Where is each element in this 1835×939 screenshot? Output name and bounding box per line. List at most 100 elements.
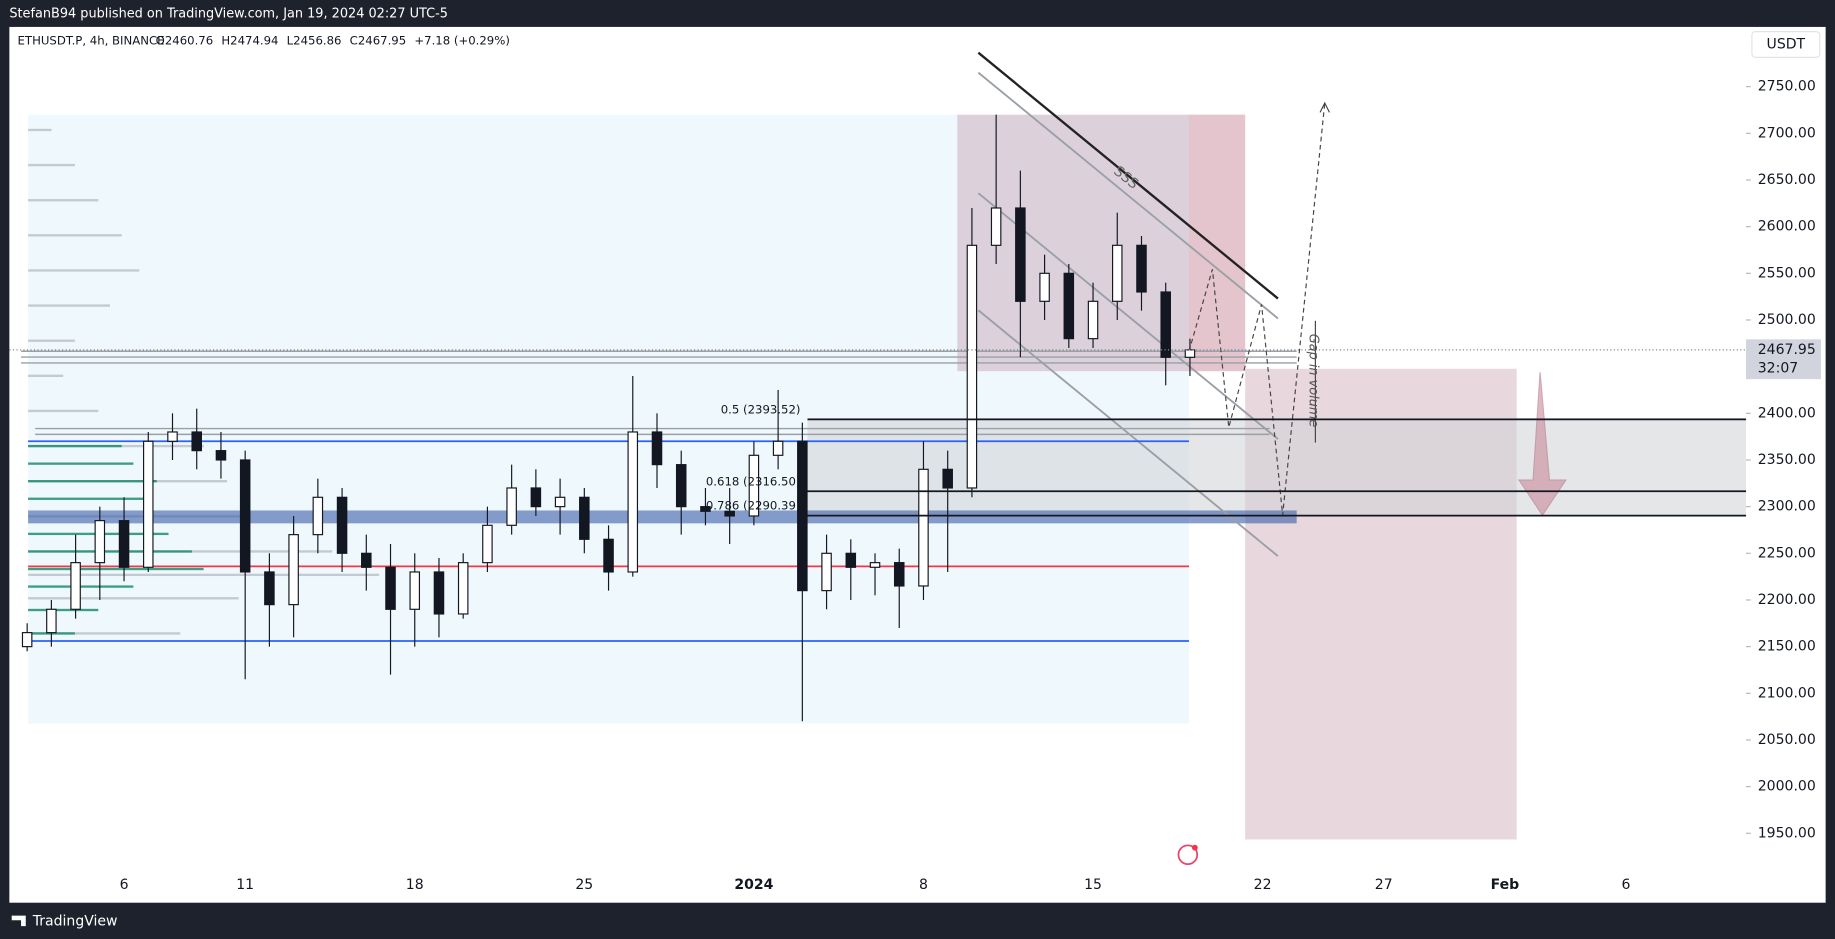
candle-body — [239, 459, 251, 573]
y-tick-label: 2350.00 — [1758, 452, 1816, 468]
candle-body — [167, 431, 178, 442]
symbol: ETHUSDT.P, 4h, BINANCE — [18, 33, 165, 47]
down-arrow — [1517, 372, 1567, 517]
publisher: StefanB94 published on TradingView.com, … — [9, 7, 448, 22]
y-tick-label: 2200.00 — [1758, 592, 1816, 608]
candle-body — [94, 520, 106, 564]
x-tick-label: 25 — [575, 877, 593, 893]
x-tick-label: Feb — [1491, 877, 1520, 893]
candle-body — [288, 534, 299, 606]
candle-body — [724, 510, 735, 517]
projection-path — [1188, 102, 1326, 516]
gap-box — [807, 417, 1747, 516]
y-tick-label: 2300.00 — [1758, 499, 1816, 515]
candle-body — [918, 468, 929, 587]
candle-body — [966, 244, 978, 489]
candle-body — [748, 454, 760, 517]
candle-body — [651, 431, 663, 466]
candle-body — [821, 552, 832, 592]
y-tick-label: 2400.00 — [1758, 405, 1816, 421]
candle-body — [457, 562, 469, 615]
logo — [11, 915, 26, 927]
fib-label: 0.786 (2290.39) — [706, 499, 801, 513]
x-tick-label: 6 — [120, 877, 129, 893]
candle-body — [1039, 272, 1050, 302]
ohlc-value: L2456.86 — [287, 33, 342, 47]
candle-body — [530, 487, 542, 508]
y-tick-label: 2000.00 — [1758, 779, 1816, 795]
x-tick-label: 22 — [1254, 877, 1272, 893]
candle-body — [118, 520, 130, 568]
candle-body — [942, 468, 953, 489]
x-tick-label: 8 — [919, 877, 928, 893]
countdown: 32:07 — [1758, 361, 1798, 377]
candle-body — [1063, 272, 1075, 340]
candle-body — [264, 571, 275, 606]
candle-body — [1015, 207, 1026, 302]
x-tick-label: 27 — [1375, 877, 1393, 893]
fib-label: 0.5 (2393.52) — [721, 402, 801, 416]
y-tick-label: 2700.00 — [1758, 125, 1816, 141]
zone-box — [1189, 114, 1246, 372]
candle-body — [990, 207, 1002, 246]
ohlc-value: C2467.95 — [350, 33, 406, 47]
y-tick-label: 2500.00 — [1758, 312, 1816, 328]
ohlc-value: O2460.76 — [156, 33, 214, 47]
candle-body — [554, 496, 566, 508]
candle-body — [1112, 244, 1123, 302]
y-tick-label: 2600.00 — [1758, 219, 1816, 235]
support-band — [28, 510, 1297, 524]
candle-body — [191, 431, 202, 452]
candle-body — [893, 562, 905, 587]
candle-body — [675, 464, 687, 508]
footer-brand[interactable]: TradingView — [32, 913, 118, 929]
ohlc-value: H2474.94 — [221, 33, 278, 47]
candle-body — [1160, 291, 1171, 358]
candle-body — [21, 632, 33, 648]
alert-icon[interactable] — [1177, 844, 1199, 865]
last-price: 2467.95 — [1758, 342, 1816, 358]
candle-body — [627, 431, 639, 573]
candle-body — [70, 562, 81, 610]
candle-body — [869, 562, 881, 568]
x-tick-label: 18 — [406, 877, 424, 893]
candle-body — [1136, 244, 1147, 293]
candle-body — [46, 608, 57, 634]
projection-arrowhead — [1319, 101, 1330, 113]
y-tick-label: 2650.00 — [1758, 172, 1816, 188]
candle-body — [700, 506, 711, 512]
plot — [21, 114, 1196, 722]
last-price-box — [1746, 339, 1821, 380]
annotation: Gap in volume — [1306, 334, 1321, 428]
candle-body — [482, 524, 493, 564]
candle-body — [361, 552, 372, 568]
x-tick-label: 6 — [1622, 877, 1631, 893]
y-tick-label: 2100.00 — [1758, 685, 1816, 701]
fib-label: 0.618 (2316.50) — [706, 474, 801, 488]
x-tick-label: 11 — [236, 877, 254, 893]
candle-body — [603, 538, 614, 573]
candle-body — [409, 571, 421, 610]
x-tick-label: 15 — [1084, 877, 1102, 893]
y-tick-label: 2750.00 — [1758, 79, 1816, 95]
candle-body — [336, 496, 348, 554]
candle-body — [312, 496, 324, 536]
candle-body — [433, 571, 445, 615]
y-tick-label: 1950.00 — [1758, 825, 1816, 841]
y-tick-label: 2150.00 — [1758, 639, 1816, 655]
candle-body — [797, 440, 808, 592]
candle-body — [143, 440, 154, 568]
currency[interactable]: USDT — [1767, 36, 1806, 52]
currency-button[interactable] — [1751, 31, 1821, 58]
y-tick-label: 2050.00 — [1758, 732, 1816, 748]
candle-body — [772, 440, 784, 456]
candle-body — [1087, 300, 1099, 340]
x-tick-label: 2024 — [734, 877, 773, 893]
candle-body — [385, 566, 396, 610]
candle-body — [845, 552, 857, 568]
candle-body — [579, 496, 590, 540]
candle-body — [506, 487, 517, 526]
y-tick-label: 2250.00 — [1758, 545, 1816, 561]
